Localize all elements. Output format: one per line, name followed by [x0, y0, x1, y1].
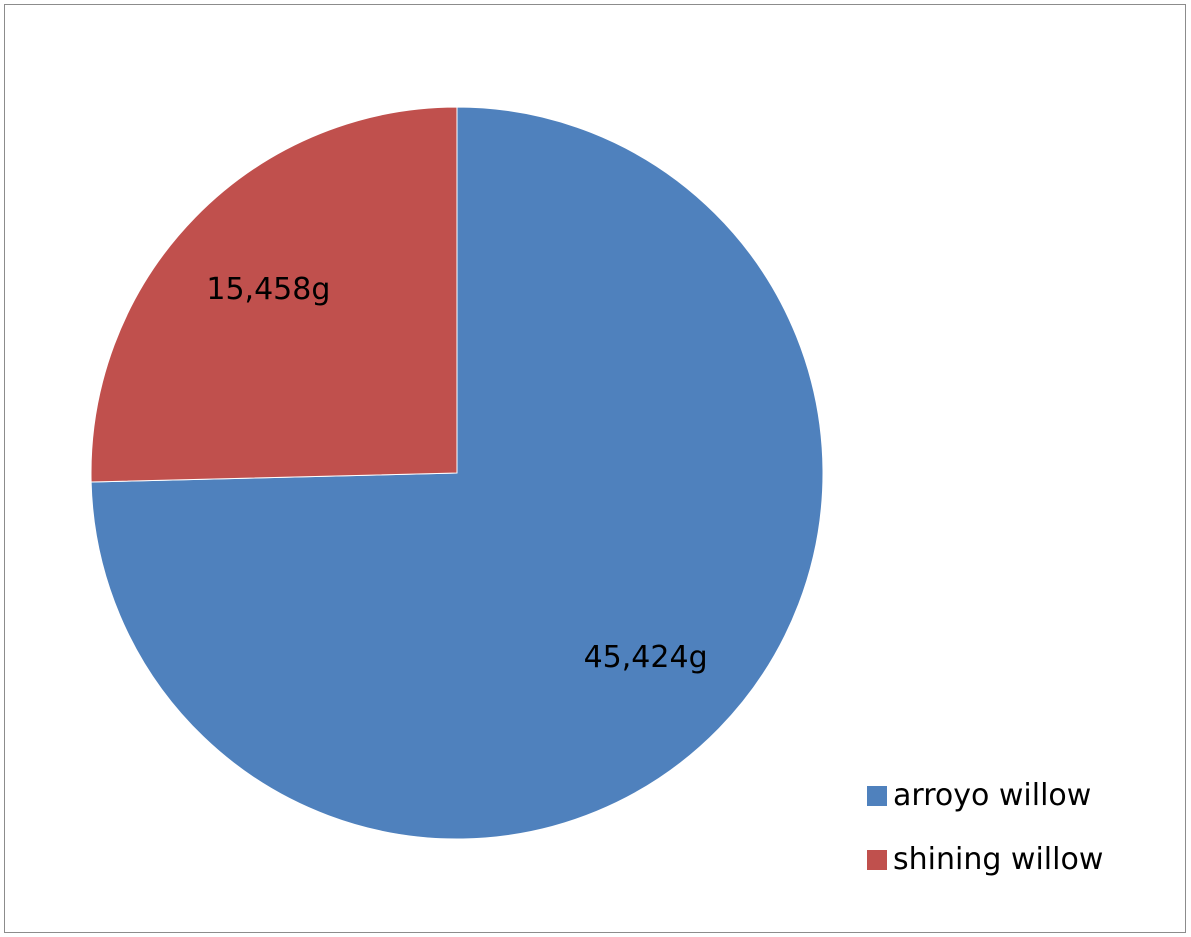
pie-chart: 45,424g 15,458g arroyo willow shining will…: [90, 106, 1103, 877]
data-labels: 45,424g 15,458g: [206, 272, 707, 675]
pie-slice-shining-willow: [90, 106, 458, 483]
data-label-arroyo-willow: 45,424g: [584, 640, 708, 675]
legend-swatch-shining-willow: [867, 850, 887, 870]
legend: arroyo willow shining willow: [867, 778, 1103, 877]
data-label-shining-willow: 15,458g: [206, 272, 330, 307]
legend-item-shining-willow: shining willow: [867, 842, 1103, 877]
pie-slices: [90, 106, 824, 840]
legend-swatch-arroyo-willow: [867, 786, 887, 806]
legend-label-arroyo-willow: arroyo willow: [893, 778, 1091, 813]
legend-item-arroyo-willow: arroyo willow: [867, 778, 1091, 813]
legend-label-shining-willow: shining willow: [893, 842, 1103, 877]
chart-frame: 45,424g 15,458g arroyo willow shining will…: [4, 4, 1186, 933]
